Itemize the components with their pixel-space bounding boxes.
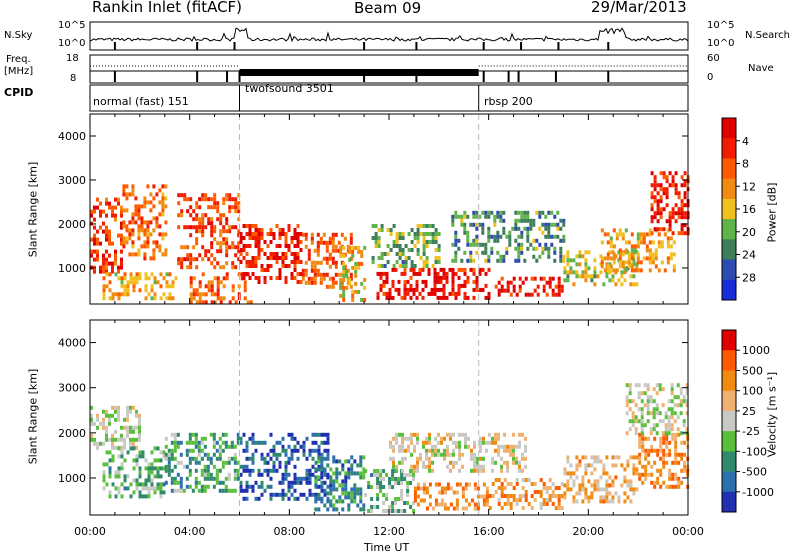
power-colorbar-segment — [722, 118, 736, 139]
freq-tick-top: 18 — [66, 53, 79, 64]
power-colorbar-tick-label: 4 — [742, 135, 749, 148]
velocity-colorbar-segment — [722, 471, 736, 493]
x-tick-label: 00:00 — [672, 525, 704, 538]
velocity-colorbar-tick-label: -1000 — [742, 486, 774, 499]
nave-tick-bottom: 0 — [707, 72, 714, 83]
x-axis-title: Time UT — [364, 541, 410, 554]
freq-tick-bottom: 8 — [70, 73, 77, 84]
cpid-label: CPID — [4, 86, 34, 99]
nsky-label: N.Sky — [4, 30, 33, 41]
velocity-colorbar-segment — [722, 491, 736, 513]
velocity-colorbar-segment — [722, 410, 736, 432]
velocity-ytick-label: 2000 — [58, 427, 86, 440]
nsky-series — [89, 27, 689, 43]
power-colorbar-segment — [722, 259, 736, 281]
nsky-strip-frame — [89, 21, 689, 51]
freq-label: Freq. — [6, 54, 31, 65]
nsky-tick-bottom: 10^0 — [58, 38, 86, 49]
freq-strip-frame — [89, 54, 689, 84]
x-tick-label: 16:00 — [473, 525, 505, 538]
nave-tick-top: 60 — [707, 53, 720, 64]
velocity-colorbar-tick-label: -25 — [742, 425, 760, 438]
x-tick-label: 00:00 — [74, 525, 106, 538]
power-colorbar-segment — [722, 158, 736, 180]
velocity-colorbar-tick-label: -100 — [742, 445, 767, 458]
velocity-colorbar-segment — [722, 350, 736, 371]
power-colorbar-segment — [722, 178, 736, 200]
velocity-colorbar-segment — [722, 330, 736, 351]
power-colorbar-tick-label: 12 — [742, 180, 756, 193]
power-colorbar-tick-label: 24 — [742, 249, 756, 262]
velocity-colorbar-segment — [722, 431, 736, 452]
velocity-colorbar-tick-label: 100 — [742, 385, 763, 398]
power-ytick-label: 1000 — [58, 262, 86, 275]
power-ytick-label: 2000 — [58, 218, 86, 231]
cpid-strip-frame — [89, 84, 689, 112]
x-tick-label: 04:00 — [174, 525, 206, 538]
nsearch-tick-top: 10^5 — [707, 20, 735, 31]
beam-title: Beam 09 — [354, 0, 422, 17]
nsearch-tick-bottom: 10^0 — [707, 38, 735, 49]
x-tick-label: 12:00 — [373, 525, 405, 538]
velocity-colorbar-tick-label: -500 — [742, 466, 767, 479]
velocity-ytick-label: 4000 — [58, 337, 86, 350]
cpid-mode-rbsp: rbsp 200 — [484, 95, 533, 108]
cpid-mode-normal: normal (fast) 151 — [93, 95, 189, 108]
power-colorbar-segment — [722, 138, 736, 159]
power-colorbar-tick-label: 20 — [742, 226, 756, 239]
velocity-colorbar-tick-label: 500 — [742, 364, 763, 377]
freq-band-twofsound — [239, 69, 479, 76]
power-colorbar-tick-label: 8 — [742, 158, 749, 171]
power-panel — [90, 171, 690, 305]
velocity-colorbar-segment — [722, 370, 736, 392]
velocity-colorbar-tick-label: 1000 — [742, 344, 770, 357]
velocity-panel — [90, 383, 690, 513]
power-colorbar-segment — [722, 219, 736, 240]
power-colorbar-segment — [722, 198, 736, 220]
power-colorbar-tick-label: 28 — [742, 271, 756, 284]
velocity-ytick-label: 3000 — [58, 382, 86, 395]
x-tick-label: 08:00 — [273, 525, 305, 538]
nave-label: Nave — [748, 63, 774, 74]
velocity-colorbar-segment — [722, 390, 736, 412]
velocity-ytick-label: 1000 — [58, 472, 86, 485]
nsearch-label: N.Search — [745, 30, 791, 41]
power-ytick-label: 3000 — [58, 174, 86, 187]
power-colorbar-segment — [722, 279, 736, 301]
x-tick-label: 20:00 — [572, 525, 604, 538]
date-title: 29/Mar/2013 — [591, 0, 687, 16]
power-colorbar-tick-label: 16 — [742, 203, 756, 216]
station-title: Rankin Inlet (fitACF) — [92, 0, 243, 16]
freq-unit: [MHz] — [4, 66, 34, 77]
power-ytick-label: 4000 — [58, 130, 86, 143]
velocity-colorbar-tick-label: 25 — [742, 405, 756, 418]
velocity-colorbar-frame — [721, 329, 737, 513]
velocity-colorbar-segment — [722, 451, 736, 473]
power-colorbar-segment — [722, 239, 736, 261]
nsky-tick-top: 10^5 — [58, 20, 86, 31]
